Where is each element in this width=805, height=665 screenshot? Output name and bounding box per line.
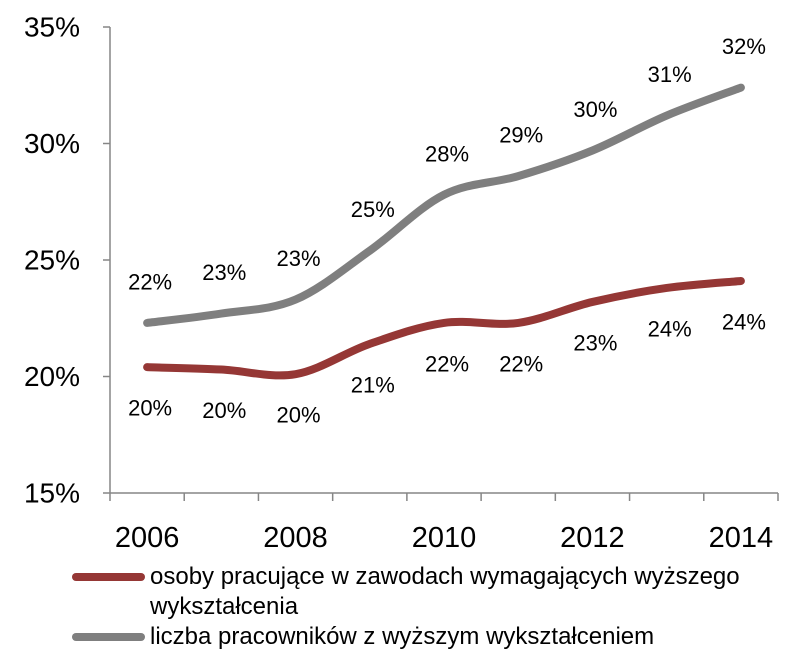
series-0-data-label: 22% [499, 351, 543, 376]
series-0-data-label: 24% [648, 316, 692, 341]
y-tick-label: 35% [24, 12, 80, 43]
series-1-data-label: 29% [499, 123, 543, 148]
series-1-data-label: 28% [425, 141, 469, 166]
series-lines [143, 83, 745, 380]
axes: 15% 20% 25% 30% 35% 2006 2008 2010 2012 2014 [24, 12, 779, 554]
data-labels: 20% 20% 20% 21% 22% 22% 23% 24% 24% 22% 23% 23% 25% 2… [128, 34, 766, 428]
x-tick-label: 2014 [709, 522, 774, 554]
series-1-line [143, 83, 745, 327]
series-0-line [143, 276, 745, 380]
x-tick-label: 2008 [263, 522, 328, 554]
x-tick-label: 2010 [412, 522, 477, 554]
series-0-data-label: 23% [573, 330, 617, 355]
y-tick-label: 25% [24, 245, 80, 276]
series-0-data-label: 22% [425, 351, 469, 376]
series-0-data-label: 20% [202, 398, 246, 423]
series-1-data-label: 30% [573, 97, 617, 122]
y-tick-label: 15% [24, 478, 80, 509]
y-tick-label: 30% [24, 128, 80, 159]
y-tick-label: 20% [24, 361, 80, 392]
series-1-data-label: 23% [277, 246, 321, 271]
series-1-data-label: 32% [722, 34, 766, 59]
series-0-data-label: 24% [722, 309, 766, 334]
series-0-data-label: 21% [351, 372, 395, 397]
x-tick-label: 2006 [115, 522, 180, 554]
series-1-data-label: 25% [351, 197, 395, 222]
series-1-data-label: 22% [128, 269, 172, 294]
series-1-data-label: 31% [648, 62, 692, 87]
series-0-data-label: 20% [277, 403, 321, 428]
series-1-data-label: 23% [202, 260, 246, 285]
series-0-data-label: 20% [128, 396, 172, 421]
x-tick-label: 2012 [560, 522, 625, 554]
